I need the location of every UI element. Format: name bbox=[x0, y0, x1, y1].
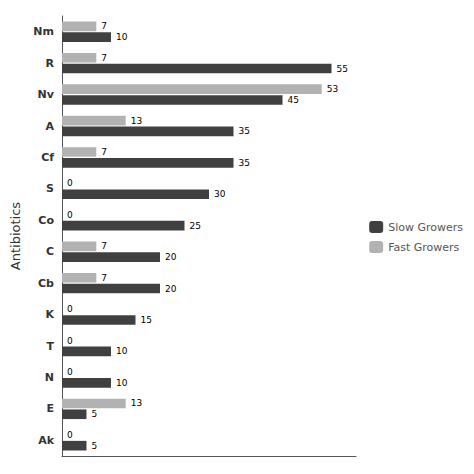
svg-text:Ak: Ak bbox=[38, 434, 55, 447]
svg-text:20: 20 bbox=[165, 252, 177, 262]
svg-text:5: 5 bbox=[92, 409, 98, 419]
svg-text:25: 25 bbox=[190, 221, 201, 231]
svg-text:35: 35 bbox=[239, 126, 250, 136]
svg-text:10: 10 bbox=[116, 346, 128, 356]
svg-text:10: 10 bbox=[116, 32, 128, 42]
svg-text:T: T bbox=[46, 340, 54, 353]
svg-text:0: 0 bbox=[67, 178, 73, 188]
svg-text:Antibiotics: Antibiotics bbox=[8, 202, 23, 271]
svg-text:Nv: Nv bbox=[38, 88, 55, 101]
svg-text:13: 13 bbox=[131, 116, 142, 126]
svg-text:13: 13 bbox=[131, 398, 142, 408]
svg-text:7: 7 bbox=[101, 241, 107, 251]
svg-text:15: 15 bbox=[141, 315, 152, 325]
svg-text:35: 35 bbox=[239, 158, 250, 168]
svg-text:R: R bbox=[46, 57, 55, 70]
svg-text:20: 20 bbox=[165, 284, 177, 294]
svg-text:5: 5 bbox=[92, 441, 98, 451]
svg-text:Cb: Cb bbox=[38, 277, 54, 290]
svg-text:7: 7 bbox=[101, 273, 107, 283]
svg-text:55: 55 bbox=[337, 64, 348, 74]
svg-text:K: K bbox=[45, 308, 54, 321]
svg-text:10: 10 bbox=[116, 378, 128, 388]
svg-text:0: 0 bbox=[67, 210, 73, 220]
svg-text:0: 0 bbox=[67, 304, 73, 314]
svg-text:7: 7 bbox=[101, 147, 107, 157]
svg-text:7: 7 bbox=[101, 53, 107, 63]
svg-text:Co: Co bbox=[38, 214, 54, 227]
svg-text:Fast Growers: Fast Growers bbox=[388, 241, 459, 254]
svg-text:0: 0 bbox=[67, 430, 73, 440]
svg-text:S: S bbox=[46, 182, 54, 195]
svg-text:45: 45 bbox=[288, 95, 299, 105]
svg-text:N: N bbox=[45, 371, 54, 384]
svg-text:7: 7 bbox=[101, 21, 107, 31]
svg-text:0: 0 bbox=[67, 367, 73, 377]
svg-text:30: 30 bbox=[214, 189, 226, 199]
svg-text:A: A bbox=[45, 120, 54, 133]
svg-text:C: C bbox=[46, 245, 54, 258]
svg-text:Slow Growers: Slow Growers bbox=[388, 221, 463, 234]
svg-text:Cf: Cf bbox=[41, 151, 54, 164]
svg-text:0: 0 bbox=[67, 336, 73, 346]
svg-text:Nm: Nm bbox=[33, 25, 54, 38]
svg-text:E: E bbox=[46, 402, 54, 415]
svg-text:53: 53 bbox=[327, 84, 338, 94]
